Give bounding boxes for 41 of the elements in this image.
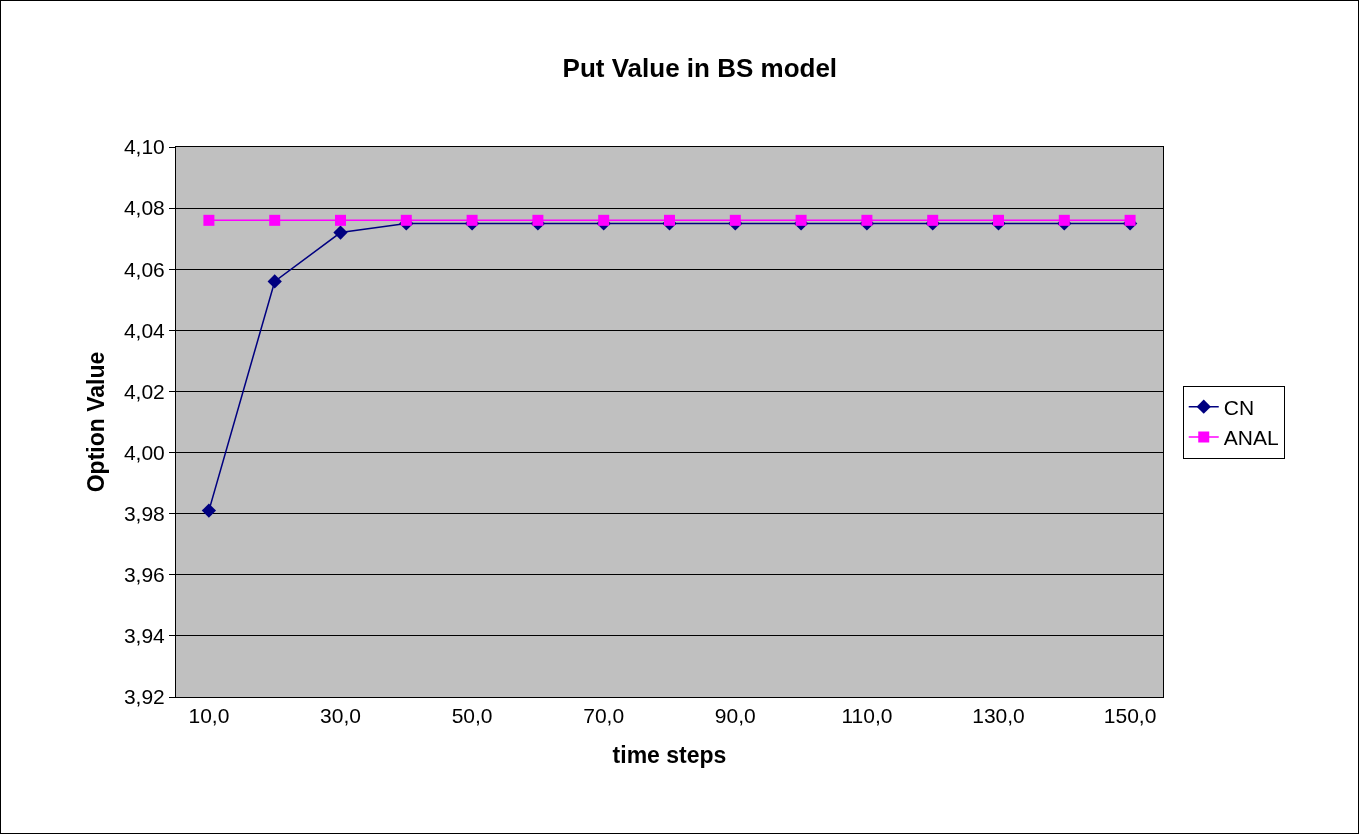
y-tick-label: 3,98 [123, 502, 165, 526]
point [861, 214, 873, 226]
legend-label: ANAL [1223, 426, 1279, 450]
point [993, 214, 1004, 226]
point [466, 214, 478, 226]
y-tick-label: 3,96 [123, 563, 165, 587]
y-tick-label: 4,08 [123, 196, 165, 220]
x-tick-label: 130,0 [972, 704, 1025, 728]
y-tick-label: 4,06 [123, 257, 165, 281]
x-tick-label: 150,0 [1103, 704, 1157, 728]
point [1058, 214, 1070, 226]
y-axis-title: Option Value [83, 351, 110, 493]
y-tick-label: 4,04 [123, 318, 166, 342]
y-tick-label: 4,10 [123, 135, 165, 159]
point [335, 214, 346, 226]
point [400, 214, 412, 226]
x-tick-label: 90,0 [714, 704, 756, 728]
point [333, 225, 348, 240]
x-tick-label: 70,0 [583, 704, 625, 728]
point [927, 214, 939, 226]
point [729, 214, 741, 226]
x-tick-label: 110,0 [841, 704, 893, 728]
point [201, 503, 217, 518]
point [795, 214, 807, 226]
x-axis-title: time steps [612, 741, 727, 768]
y-tick-label: 3,94 [123, 624, 166, 648]
y-tick-label: 3,92 [123, 685, 165, 709]
point [532, 214, 544, 226]
point [598, 214, 610, 226]
point [1124, 214, 1136, 226]
y-tick-label: 4,02 [123, 379, 165, 403]
point [203, 214, 215, 226]
x-tick-label: 30,0 [320, 704, 361, 728]
y-tick-label: 4,00 [123, 440, 165, 464]
point [269, 214, 281, 226]
chart-title: Put Value in BS model [562, 53, 838, 84]
x-tick-label: 10,0 [188, 704, 230, 728]
x-tick-label: 50,0 [451, 704, 493, 728]
point [664, 214, 675, 226]
point [267, 274, 282, 289]
legend-label: CN [1223, 395, 1255, 419]
